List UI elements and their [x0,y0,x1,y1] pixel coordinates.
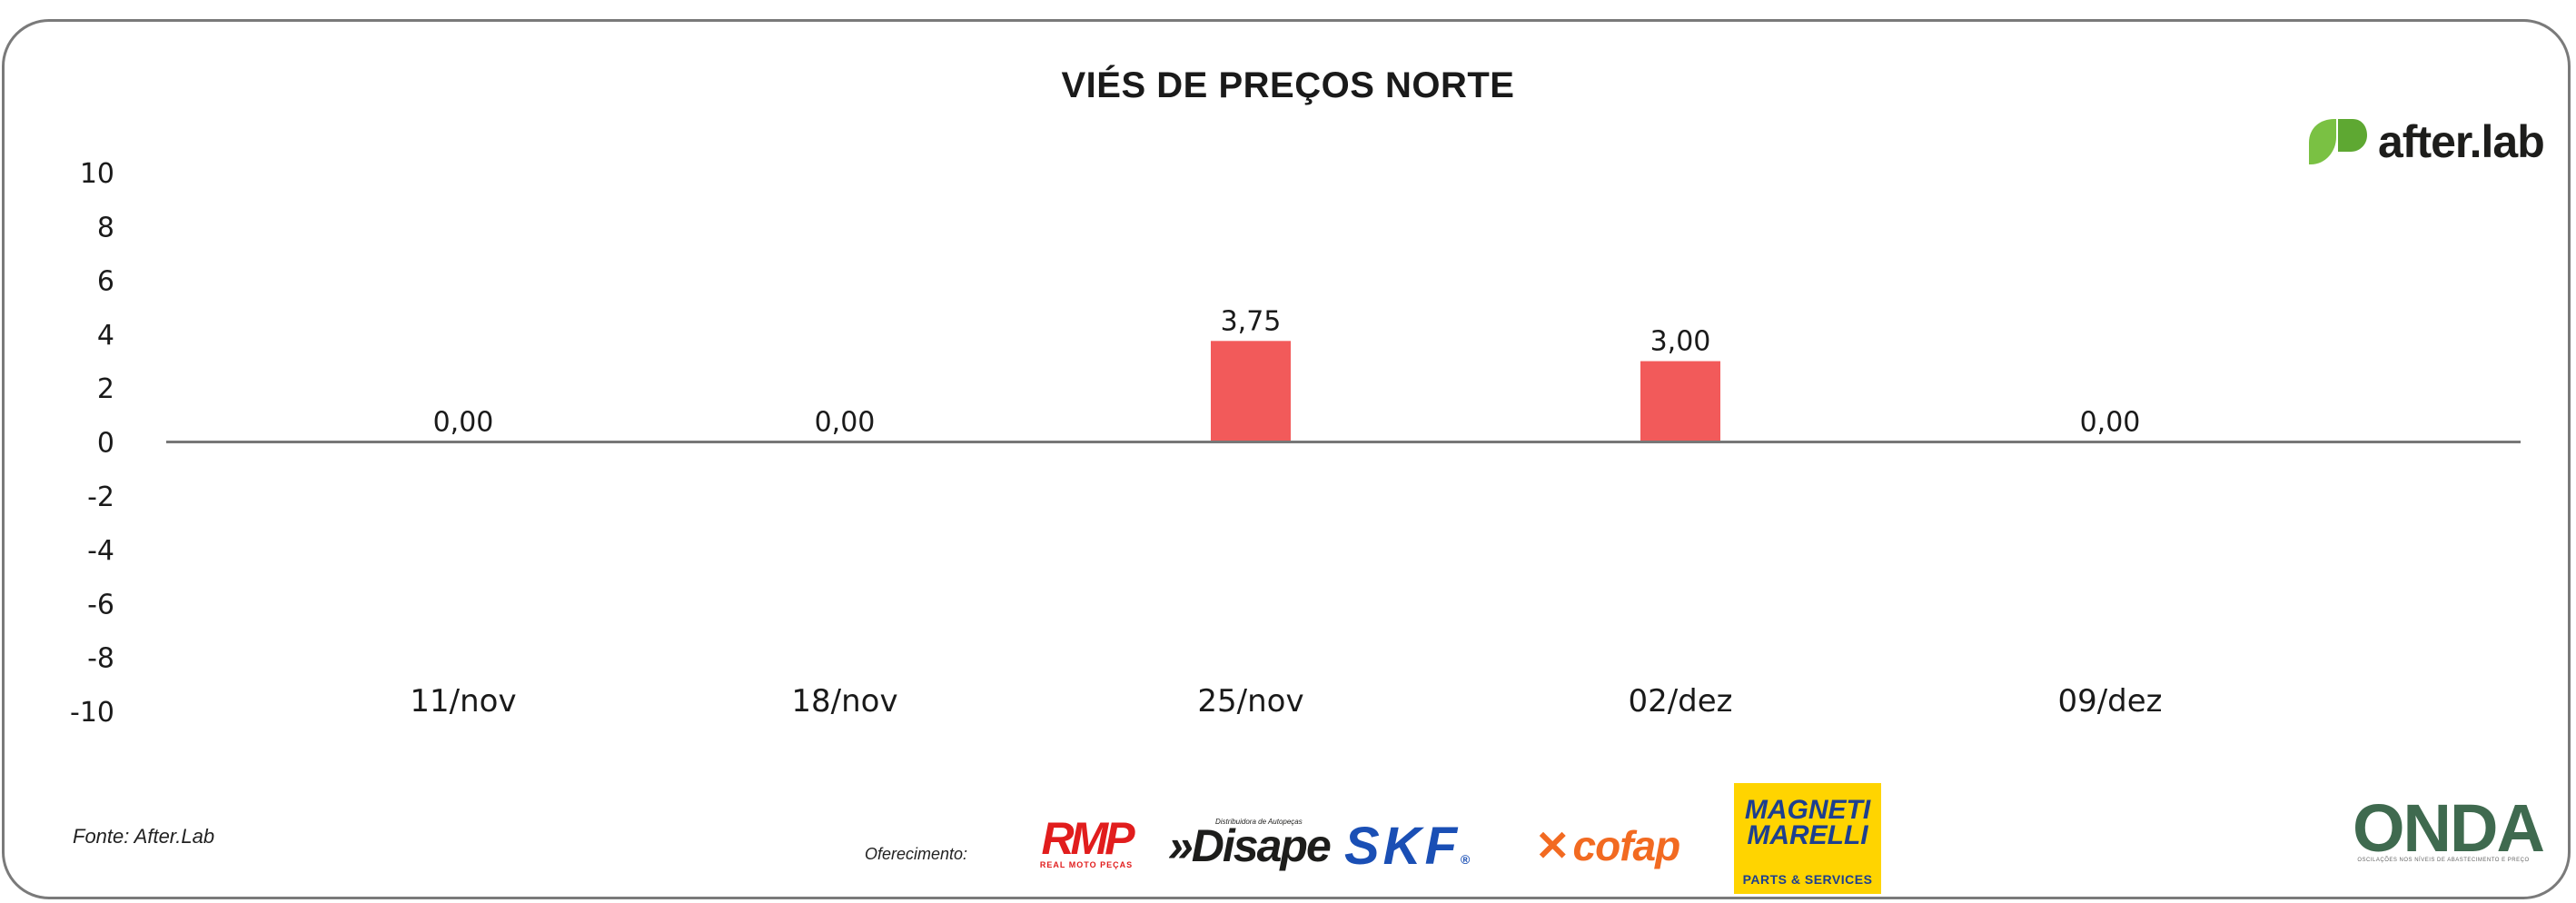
cofap-x-icon: ✕ [1535,822,1570,869]
x-tick-label-3: 02/dez [1628,683,1732,719]
skf-logo: SKF® [1344,817,1474,876]
bar-25/nov [1211,341,1291,442]
y-tick-label-2: 6 [97,266,114,298]
disape-logo: »Disape Distribuidora de Autopeças [1168,818,1332,871]
y-tick-label-6: -2 [87,481,114,513]
y-tick-label-8: -6 [87,589,114,620]
afterlab-leaf-icon [2309,119,2367,164]
x-tick-label-4: 09/dez [2057,683,2162,719]
bar-chart: 10 8 6 4 2 0 -2 -4 -6 -8 -10 0,00 0,00 3,75 3,00 0,00 11… [70,158,2521,729]
data-label-2: 3,75 [1221,305,1282,337]
y-tick-label-5: 0 [97,428,114,460]
x-tick-label-2: 25/nov [1197,683,1303,719]
source-note: Fonte: After.Lab [73,825,215,848]
onda-logo: ONDA OSCILAÇÕES NOS NÍVEIS DE ABASTECIME… [2353,790,2545,866]
data-label-1: 0,00 [815,407,876,439]
y-tick-label-4: 2 [97,373,114,405]
bar-02/dez [1640,361,1720,442]
sponsor-label: Oferecimento: [865,845,968,863]
x-tick-label-0: 11/nov [410,683,516,719]
data-label-0: 0,00 [433,407,494,439]
cofap-logo: ✕cofap [1535,822,1680,869]
y-tick-label-0: 10 [80,158,114,190]
data-label-4: 0,00 [2080,407,2141,439]
y-tick-label-1: 8 [97,212,114,243]
y-tick-label-7: -4 [87,535,114,567]
magneti-marelli-logo: MAGNETI MARELLI PARTS & SERVICES [1734,783,1881,894]
x-tick-label-1: 18/nov [791,683,897,719]
brand-name: after.lab [2378,116,2545,167]
rmp-logo: RMP REAL MOTO PEÇAS [1039,813,1135,869]
y-tick-label-9: -8 [87,643,114,675]
brand-logo: after.lab [2305,114,2545,169]
chart-card [2,19,2571,899]
chart-title: VIÉS DE PREÇOS NORTE [1061,65,1515,105]
y-tick-label-10: -10 [70,697,114,729]
y-tick-label-3: 4 [97,320,114,352]
data-label-3: 3,00 [1650,326,1711,358]
